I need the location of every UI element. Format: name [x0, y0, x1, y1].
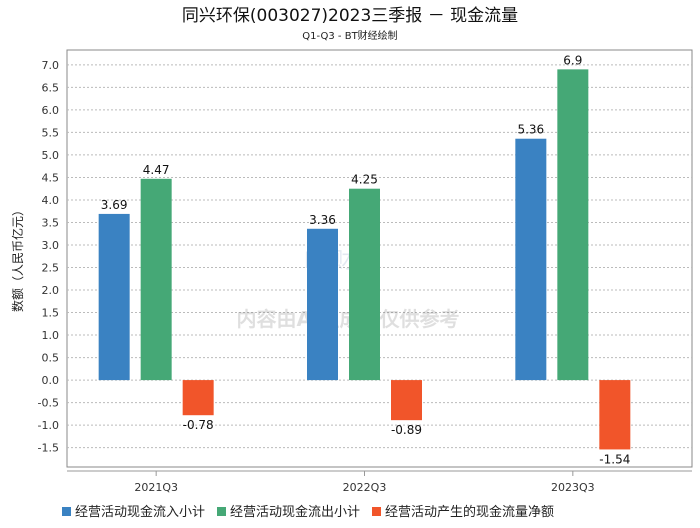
legend-label: 经营活动现金流入小计 — [75, 504, 205, 520]
x-tick-label: 2021Q3 — [134, 481, 178, 494]
y-tick-label: 2.0 — [42, 284, 60, 297]
bar — [557, 69, 589, 381]
y-tick-label: 1.5 — [42, 307, 60, 320]
y-tick-label: 3.5 — [42, 216, 60, 229]
legend-swatch — [217, 507, 226, 516]
legend-label: 经营活动产生的现金流量净额 — [385, 504, 554, 520]
y-axis-label: 数额（人民币亿元） — [10, 204, 25, 312]
legend-label: 经营活动现金流出小计 — [230, 504, 360, 520]
data-label: -0.78 — [183, 418, 214, 432]
y-tick-label: 5.0 — [42, 149, 60, 162]
y-tick-label: 1.0 — [42, 329, 60, 342]
legend-swatch — [372, 507, 381, 516]
chart-subtitle: Q1-Q3 - BT财经绘制 — [302, 29, 397, 42]
bar — [515, 138, 547, 381]
bar — [182, 380, 214, 416]
legend-swatch — [62, 507, 71, 516]
y-tick-label: 5.5 — [42, 126, 60, 139]
y-tick-label: 0.0 — [42, 374, 60, 387]
bar — [98, 213, 130, 381]
legend-item[interactable]: 经营活动产生的现金流量净额 — [372, 504, 554, 520]
y-tick-label: 3.0 — [42, 239, 60, 252]
data-label: 4.25 — [351, 173, 378, 187]
y-tick-label: 2.5 — [42, 262, 60, 275]
chart-title: 同兴环保(003027)2023三季报 － 现金流量 — [182, 6, 518, 26]
bar — [307, 228, 338, 381]
legend-item[interactable]: 经营活动现金流出小计 — [217, 504, 360, 520]
data-label: 4.47 — [143, 163, 170, 177]
y-tick-label: 4.5 — [42, 171, 60, 184]
bar — [140, 178, 172, 381]
bar — [599, 380, 631, 450]
y-tick-label: 6.5 — [42, 81, 60, 94]
data-label: 3.36 — [309, 213, 336, 227]
bar — [349, 188, 380, 381]
x-tick-label: 2022Q3 — [343, 481, 387, 494]
data-label: 6.9 — [563, 53, 582, 67]
data-label: -1.54 — [599, 452, 630, 466]
x-tick-label: 2023Q3 — [551, 481, 595, 494]
y-tick-label: -1.5 — [38, 442, 59, 455]
bar — [391, 380, 422, 421]
legend-item[interactable]: 经营活动现金流入小计 — [62, 504, 205, 520]
y-tick-label: -1.0 — [38, 419, 59, 432]
data-label: 5.36 — [517, 123, 544, 137]
y-tick-label: -0.5 — [38, 397, 59, 410]
data-label: 3.69 — [101, 198, 128, 212]
data-label: -0.89 — [391, 423, 422, 437]
y-tick-label: 6.0 — [42, 104, 60, 117]
y-tick-label: 0.5 — [42, 352, 60, 365]
y-tick-label: 4.0 — [42, 194, 60, 207]
watermark-notice: 内容由AI生成，仅供参考 — [237, 307, 460, 331]
y-tick-label: 7.0 — [42, 59, 60, 72]
